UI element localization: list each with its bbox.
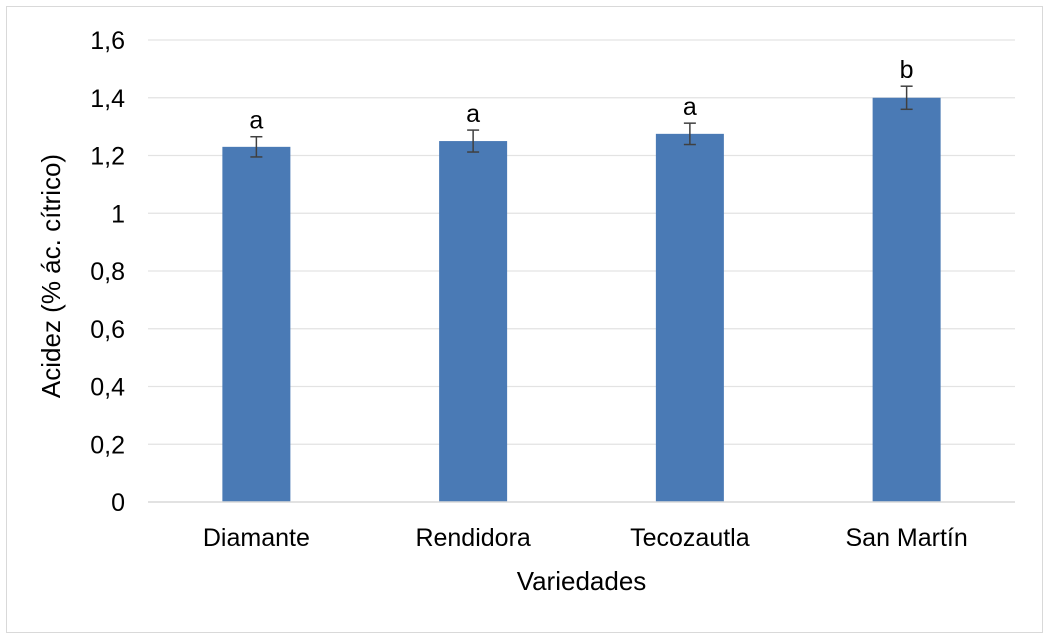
x-tick-label: San Martín: [845, 524, 967, 552]
error-bar: [250, 135, 263, 158]
significance-label: a: [466, 100, 480, 128]
significance-label: a: [683, 93, 697, 121]
significance-label: b: [900, 56, 914, 84]
x-tick-label: Tecozautla: [630, 524, 750, 552]
y-axis-ticks: 0 0,2 0,4 0,6 0,8 1 1,2 1,4 1,6: [90, 27, 125, 517]
y-tick-label: 0,6: [90, 316, 125, 344]
y-tick-label: 0,2: [90, 431, 125, 459]
bar: [655, 133, 724, 502]
x-tick-label: Rendidora: [415, 524, 530, 552]
bars: [222, 97, 941, 502]
y-tick-label: 1,6: [90, 27, 125, 55]
gridlines: [148, 39, 1015, 445]
error-bars: [250, 85, 913, 158]
bar: [439, 141, 508, 502]
y-tick-label: 1: [111, 200, 125, 228]
y-tick-label: 1,4: [90, 85, 125, 113]
y-tick-label: 0: [111, 489, 125, 517]
y-axis-title: Acidez (% ác. cítrico): [36, 154, 66, 398]
y-tick-label: 0,4: [90, 374, 125, 402]
significance-label: a: [249, 107, 263, 135]
significance-labels: a a a b: [249, 56, 913, 135]
chart-frame: [6, 6, 1043, 633]
error-bar: [900, 85, 913, 111]
error-bar: [683, 122, 696, 146]
x-tick-label: Diamante: [203, 524, 310, 552]
bar: [872, 97, 941, 502]
x-axis-ticks: Diamante Rendidora Tecozautla San Martín: [203, 524, 968, 552]
y-tick-label: 0,8: [90, 258, 125, 286]
error-bar: [467, 129, 480, 153]
y-tick-label: 1,2: [90, 143, 125, 171]
bar: [222, 146, 291, 502]
x-axis-title: Variedades: [517, 566, 647, 596]
